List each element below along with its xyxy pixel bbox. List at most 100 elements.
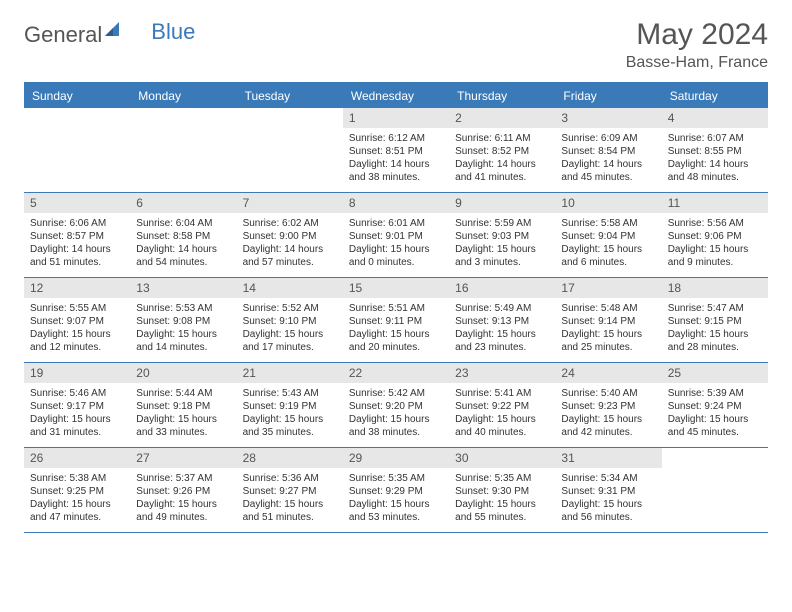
header: General Blue May 2024 Basse-Ham, France <box>24 18 768 72</box>
daylight-text: Daylight: 15 hours and 12 minutes. <box>30 328 124 354</box>
day-info: Sunrise: 5:55 AMSunset: 9:07 PMDaylight:… <box>30 302 124 354</box>
daylight-text: Daylight: 15 hours and 35 minutes. <box>243 413 337 439</box>
daylight-text: Daylight: 15 hours and 33 minutes. <box>136 413 230 439</box>
daylight-text: Daylight: 15 hours and 9 minutes. <box>668 243 762 269</box>
sunrise-text: Sunrise: 5:40 AM <box>561 387 655 400</box>
day-cell: 28Sunrise: 5:36 AMSunset: 9:27 PMDayligh… <box>237 448 343 532</box>
sunrise-text: Sunrise: 5:38 AM <box>30 472 124 485</box>
sunset-text: Sunset: 9:17 PM <box>30 400 124 413</box>
day-info: Sunrise: 6:06 AMSunset: 8:57 PMDaylight:… <box>30 217 124 269</box>
day-cell: 26 Sunrise: 5:38 AMSunset: 9:25 PMDayligh… <box>24 448 130 532</box>
day-info: Sunrise: 6:01 AMSunset: 9:01 PMDaylight:… <box>349 217 443 269</box>
day-info: Sunrise: 5:56 AMSunset: 9:06 PMDaylight:… <box>668 217 762 269</box>
sunrise-text: Sunrise: 6:02 AM <box>243 217 337 230</box>
day-info: Sunrise: 5:44 AMSunset: 9:18 PMDaylight:… <box>136 387 230 439</box>
day-number: 19 <box>24 363 130 383</box>
day-cell: 7 Sunrise: 6:02 AMSunset: 9:00 PMDaylight… <box>237 193 343 277</box>
day-info: Sunrise: 5:43 AMSunset: 9:19 PMDaylight:… <box>243 387 337 439</box>
day-header-thursday: Thursday <box>449 84 555 108</box>
day-number: 31 <box>555 448 661 468</box>
day-cell: 29Sunrise: 5:35 AMSunset: 9:29 PMDayligh… <box>343 448 449 532</box>
day-cell: 9Sunrise: 5:59 AMSunset: 9:03 PMDaylight… <box>449 193 555 277</box>
day-cell: 6Sunrise: 6:04 AMSunset: 8:58 PMDaylight… <box>130 193 236 277</box>
sunrise-text: Sunrise: 5:48 AM <box>561 302 655 315</box>
day-cell: 2Sunrise: 6:11 AMSunset: 8:52 PMDaylight… <box>449 108 555 192</box>
sunset-text: Sunset: 9:08 PM <box>136 315 230 328</box>
daylight-text: Daylight: 15 hours and 17 minutes. <box>243 328 337 354</box>
day-cell: 10Sunrise: 5:58 AMSunset: 9:04 PMDayligh… <box>555 193 661 277</box>
day-number: 17 <box>555 278 661 298</box>
daylight-text: Daylight: 14 hours and 41 minutes. <box>455 158 549 184</box>
sunset-text: Sunset: 9:11 PM <box>349 315 443 328</box>
logo-sail-icon <box>103 20 123 45</box>
day-info: Sunrise: 6:09 AMSunset: 8:54 PMDaylight:… <box>561 132 655 184</box>
day-number: 14 <box>237 278 343 298</box>
sunrise-text: Sunrise: 5:59 AM <box>455 217 549 230</box>
day-number: 15 <box>343 278 449 298</box>
sunrise-text: Sunrise: 5:46 AM <box>30 387 124 400</box>
daylight-text: Daylight: 15 hours and 40 minutes. <box>455 413 549 439</box>
day-cell: 14Sunrise: 5:52 AMSunset: 9:10 PMDayligh… <box>237 278 343 362</box>
sunset-text: Sunset: 8:51 PM <box>349 145 443 158</box>
day-number: 16 <box>449 278 555 298</box>
day-info: Sunrise: 5:37 AMSunset: 9:26 PMDaylight:… <box>136 472 230 524</box>
sunrise-text: Sunrise: 6:11 AM <box>455 132 549 145</box>
sunrise-text: Sunrise: 6:12 AM <box>349 132 443 145</box>
sunset-text: Sunset: 9:03 PM <box>455 230 549 243</box>
sunset-text: Sunset: 9:04 PM <box>561 230 655 243</box>
day-number: 26 <box>24 448 130 468</box>
day-cell: 16 Sunrise: 5:49 AMSunset: 9:13 PMDayligh… <box>449 278 555 362</box>
day-number: 13 <box>130 278 236 298</box>
logo-text-1: General <box>24 22 102 48</box>
day-number: 11 <box>662 193 768 213</box>
sunrise-text: Sunrise: 5:55 AM <box>30 302 124 315</box>
sunset-text: Sunset: 8:55 PM <box>668 145 762 158</box>
day-cell: 4Sunrise: 6:07 AMSunset: 8:55 PMDaylight… <box>662 108 768 192</box>
day-number: 29 <box>343 448 449 468</box>
daylight-text: Daylight: 15 hours and 28 minutes. <box>668 328 762 354</box>
day-number: 3 <box>555 108 661 128</box>
day-number: 1 <box>343 108 449 128</box>
day-cell: 19Sunrise: 5:46 AMSunset: 9:17 PMDayligh… <box>24 363 130 447</box>
daylight-text: Daylight: 14 hours and 51 minutes. <box>30 243 124 269</box>
day-cell: 21Sunrise: 5:43 AMSunset: 9:19 PMDayligh… <box>237 363 343 447</box>
day-number: 9 <box>449 193 555 213</box>
daylight-text: Daylight: 15 hours and 53 minutes. <box>349 498 443 524</box>
day-cell <box>662 448 768 532</box>
day-number: 7 <box>237 193 343 213</box>
daylight-text: Daylight: 15 hours and 6 minutes. <box>561 243 655 269</box>
sunset-text: Sunset: 9:06 PM <box>668 230 762 243</box>
day-cell: 3 Sunrise: 6:09 AMSunset: 8:54 PMDaylight… <box>555 108 661 192</box>
sunrise-text: Sunrise: 6:09 AM <box>561 132 655 145</box>
day-cell: 18Sunrise: 5:47 AMSunset: 9:15 PMDayligh… <box>662 278 768 362</box>
sunset-text: Sunset: 8:57 PM <box>30 230 124 243</box>
day-info: Sunrise: 5:38 AMSunset: 9:25 PMDaylight:… <box>30 472 124 524</box>
sunrise-text: Sunrise: 5:39 AM <box>668 387 762 400</box>
calendar: SundayMondayTuesdayWednesdayThursdayFrid… <box>24 82 768 533</box>
day-number: 12 <box>24 278 130 298</box>
day-header-monday: Monday <box>130 84 236 108</box>
sunrise-text: Sunrise: 5:52 AM <box>243 302 337 315</box>
daylight-text: Daylight: 14 hours and 57 minutes. <box>243 243 337 269</box>
day-info: Sunrise: 6:12 AMSunset: 8:51 PMDaylight:… <box>349 132 443 184</box>
day-info: Sunrise: 6:07 AMSunset: 8:55 PMDaylight:… <box>668 132 762 184</box>
day-cell: 12 Sunrise: 5:55 AMSunset: 9:07 PMDayligh… <box>24 278 130 362</box>
sunrise-text: Sunrise: 5:47 AM <box>668 302 762 315</box>
sunset-text: Sunset: 9:22 PM <box>455 400 549 413</box>
day-header-sunday: Sunday <box>24 84 130 108</box>
day-number: 5 <box>24 193 130 213</box>
day-info: Sunrise: 5:58 AMSunset: 9:04 PMDaylight:… <box>561 217 655 269</box>
day-info: Sunrise: 5:34 AMSunset: 9:31 PMDaylight:… <box>561 472 655 524</box>
day-header-friday: Friday <box>555 84 661 108</box>
day-cell <box>130 108 236 192</box>
day-cell: 30Sunrise: 5:35 AMSunset: 9:30 PMDayligh… <box>449 448 555 532</box>
sunset-text: Sunset: 9:00 PM <box>243 230 337 243</box>
week-row: 1Sunrise: 6:12 AMSunset: 8:51 PMDaylight… <box>24 108 768 193</box>
day-cell: 11 Sunrise: 5:56 AMSunset: 9:06 PMDayligh… <box>662 193 768 277</box>
day-number: 25 <box>662 363 768 383</box>
sunset-text: Sunset: 9:26 PM <box>136 485 230 498</box>
day-info: Sunrise: 5:49 AMSunset: 9:13 PMDaylight:… <box>455 302 549 354</box>
sunset-text: Sunset: 9:23 PM <box>561 400 655 413</box>
day-info: Sunrise: 5:51 AMSunset: 9:11 PMDaylight:… <box>349 302 443 354</box>
day-number: 8 <box>343 193 449 213</box>
